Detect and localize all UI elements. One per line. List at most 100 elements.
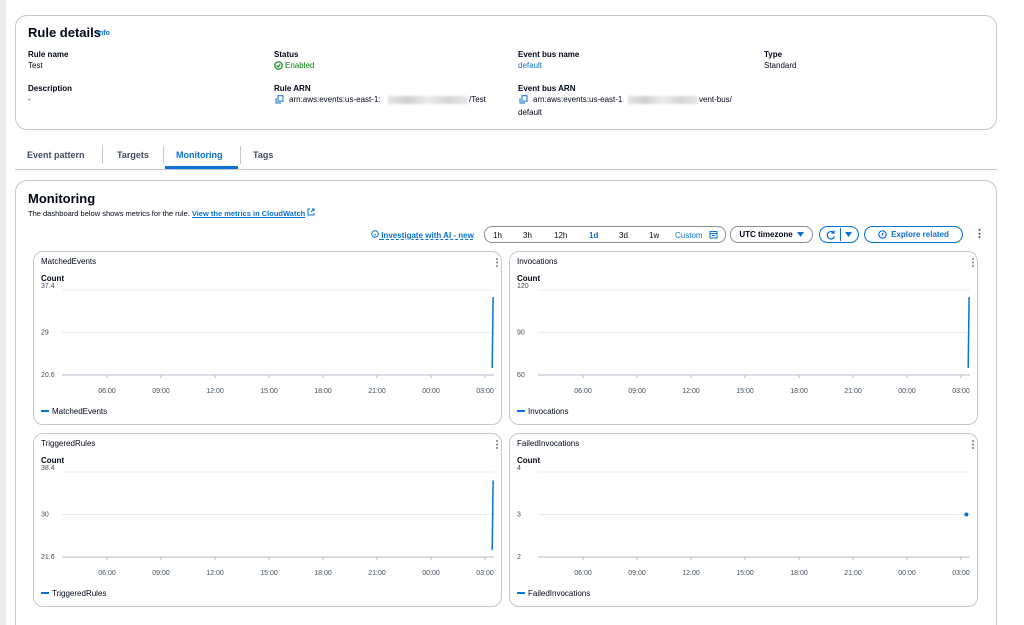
y-axis-label: Count [517,274,540,283]
x-tick-label: 18:00 [314,388,332,395]
time-range-button[interactable]: 1w [649,231,660,240]
refresh-icon [826,230,836,240]
x-tick-label: 21:00 [844,570,862,577]
bus-link[interactable]: default [518,61,543,70]
arn-end: /Test [469,95,486,104]
y-axis-label: Count [517,456,540,465]
y-tick-label: 2 [517,554,521,561]
x-tick-label: 18:00 [790,388,808,395]
tab-active[interactable]: Monitoring [176,150,223,160]
arn-start: arn:aws:events:us-east-1 [533,95,623,104]
caret [845,232,852,237]
more-menu[interactable]: ⋮ [974,228,985,240]
data-line [491,480,494,550]
chart: MatchedEvents ⋮ Count 20.6 29 37.4 06:00 09:00 1… [41,257,502,416]
legend-label: TriggeredRules [52,589,106,598]
time-range-button[interactable]: 3h [523,231,532,240]
y-tick-label: 21.6 [41,554,55,561]
x-tick-label: 18:00 [314,570,332,577]
tab[interactable]: Event pattern [27,150,85,160]
time-range-button[interactable]: 3d [619,231,628,240]
tab-separator [102,146,103,164]
x-tick-label: 21:00 [368,570,386,577]
chart: FailedInvocations ⋮ Count 2 3 4 06:00 09:00 12:0… [517,439,978,598]
copy-icon[interactable] [519,95,528,104]
card-title: Monitoring [28,191,96,206]
y-axis-label: Count [41,456,64,465]
timezone-text: UTC timezone [739,230,793,239]
external-icon [307,208,315,216]
chart-title: TriggeredRules [41,439,95,448]
x-tick-label: 06:00 [574,570,592,577]
card-title: Rule details [28,25,101,40]
info-link[interactable]: Info [97,30,110,37]
field-label: Rule name [28,50,69,59]
copy-icon[interactable] [275,95,284,104]
x-tick-label: 09:00 [628,388,646,395]
arn-end: vent-bus/ [699,95,732,104]
time-range-button[interactable]: Custom [675,231,703,240]
y-tick-label: 90 [517,329,525,336]
tab[interactable]: Tags [253,150,274,160]
x-tick-label: 06:00 [98,570,116,577]
x-tick-label: 03:00 [952,570,970,577]
x-tick-label: 12:00 [206,388,224,395]
legend-label: MatchedEvents [52,407,107,416]
time-range-button[interactable]: 1d [589,231,599,240]
time-range-button[interactable]: 1h [493,231,502,240]
explore-button[interactable]: Explore related [864,226,963,243]
x-tick-label: 15:00 [736,570,754,577]
legend-label: FailedInvocations [528,589,590,598]
field-value: - [28,95,31,104]
x-tick-label: 09:00 [152,570,170,577]
chart: Invocations ⋮ Count 60 90 120 06:00 09:00 12:00 1… [517,257,978,416]
tab[interactable]: Targets [117,150,149,160]
x-tick-label: 09:00 [152,388,170,395]
tab-separator [163,146,164,164]
chart-menu[interactable]: ⋮ [492,440,502,451]
y-tick-label: 29 [41,329,49,336]
x-tick-label: 00:00 [898,388,916,395]
y-tick-label: 38.4 [41,465,55,472]
tab-divider [15,169,997,170]
rule-details-card: Rule details Info Rule name Test Descrip… [15,15,997,130]
redacted [388,96,468,104]
y-tick-label: 37.4 [41,283,55,290]
y-tick-label: 3 [517,511,521,518]
arn-line2: default [518,108,543,117]
data-line [491,297,494,368]
description: The dashboard below shows metrics for th… [28,208,315,218]
y-tick-label: 60 [517,372,525,379]
description-text: The dashboard below shows metrics for th… [28,209,190,218]
chart-menu[interactable]: ⋮ [968,258,978,269]
y-tick-label: 30 [41,511,49,518]
x-tick-label: 00:00 [422,388,440,395]
explore-text: Explore related [891,230,949,239]
x-tick-label: 15:00 [260,388,278,395]
data-point [964,512,969,517]
x-tick-label: 15:00 [260,570,278,577]
x-tick-label: 06:00 [574,388,592,395]
field-value: Test [28,61,43,70]
legend-label: Invocations [528,407,568,416]
calendar-icon[interactable] [709,230,718,239]
investigate-text: Investigate with AI - new [381,231,474,240]
investigate-link[interactable]: Investigate with AI - new [371,230,474,240]
timezone-select[interactable]: UTC timezone [730,226,813,243]
chart-panel: FailedInvocations ⋮ Count 2 3 4 06:00 09:00 12:0… [509,433,978,607]
chart-menu[interactable]: ⋮ [968,440,978,451]
redacted [628,96,698,104]
x-tick-label: 00:00 [898,570,916,577]
status-value: Enabled [285,61,315,70]
chart-menu[interactable]: ⋮ [492,258,502,269]
time-range-button[interactable]: 12h [554,231,568,240]
x-tick-label: 21:00 [844,388,862,395]
x-tick-label: 21:00 [368,388,386,395]
cloudwatch-link[interactable]: View the metrics in CloudWatch [191,209,306,218]
arn-start: arn:aws:events:us-east-1: [289,95,381,104]
x-tick-label: 03:00 [476,388,494,395]
refresh-button[interactable] [819,226,859,243]
x-tick-label: 12:00 [206,570,224,577]
y-axis-label: Count [41,274,64,283]
x-tick-label: 06:00 [98,388,116,395]
